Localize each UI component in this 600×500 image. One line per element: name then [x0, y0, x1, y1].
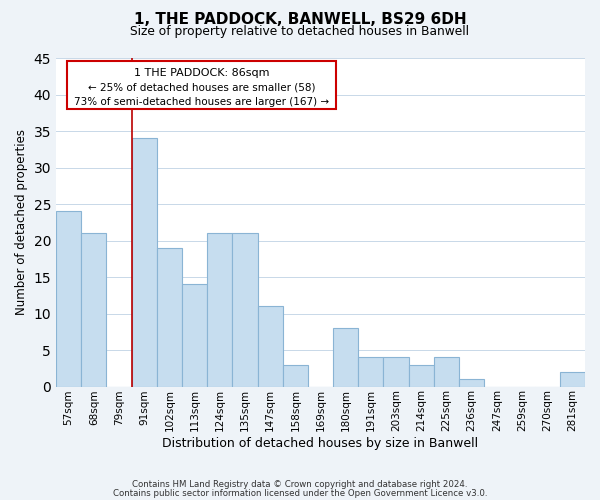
Bar [434, 358, 459, 386]
Text: Size of property relative to detached houses in Banwell: Size of property relative to detached ho… [131, 25, 470, 38]
Bar [131, 138, 157, 386]
FancyBboxPatch shape [67, 62, 337, 109]
Bar [560, 372, 585, 386]
Text: 1, THE PADDOCK, BANWELL, BS29 6DH: 1, THE PADDOCK, BANWELL, BS29 6DH [134, 12, 466, 28]
Bar [459, 379, 484, 386]
Bar [56, 212, 81, 386]
Text: 73% of semi-detached houses are larger (167) →: 73% of semi-detached houses are larger (… [74, 97, 329, 107]
Bar [81, 233, 106, 386]
Text: Contains HM Land Registry data © Crown copyright and database right 2024.: Contains HM Land Registry data © Crown c… [132, 480, 468, 489]
Bar [383, 358, 409, 386]
Text: 1 THE PADDOCK: 86sqm: 1 THE PADDOCK: 86sqm [134, 68, 269, 78]
Y-axis label: Number of detached properties: Number of detached properties [15, 130, 28, 316]
Bar [409, 364, 434, 386]
Text: ← 25% of detached houses are smaller (58): ← 25% of detached houses are smaller (58… [88, 82, 315, 92]
Bar [157, 248, 182, 386]
Bar [283, 364, 308, 386]
Bar [358, 358, 383, 386]
Bar [333, 328, 358, 386]
Bar [182, 284, 207, 386]
Bar [207, 233, 232, 386]
X-axis label: Distribution of detached houses by size in Banwell: Distribution of detached houses by size … [163, 437, 479, 450]
Text: Contains public sector information licensed under the Open Government Licence v3: Contains public sector information licen… [113, 488, 487, 498]
Bar [232, 233, 257, 386]
Bar [257, 306, 283, 386]
